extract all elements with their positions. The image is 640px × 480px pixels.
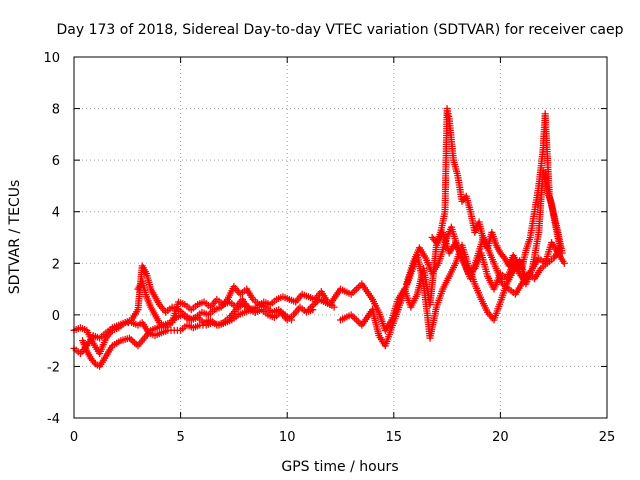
data-point [330,303,338,311]
y-tick-label: 10 [43,51,60,66]
y-tick-label: 6 [52,154,60,169]
data-points [70,105,568,370]
grid [74,57,607,418]
data-point [560,259,568,267]
y-tick-label: -4 [47,412,60,427]
data-point [287,316,295,324]
x-tick-label: 0 [70,430,78,445]
y-tick-label: 8 [52,103,60,118]
y-tick-label: 0 [52,309,60,324]
y-tick-label: 2 [52,257,60,272]
x-tick-label: 15 [386,430,403,445]
series-track-h [403,223,564,298]
tick-labels: 0 5 10 15 20 25 -4 -2 0 2 4 6 8 10 [43,51,615,445]
data-point [556,244,564,252]
y-tick-label: -2 [47,360,60,375]
series-track-c [79,282,295,370]
data-point [558,249,566,257]
x-tick-label: 25 [599,430,616,445]
y-tick-label: 4 [52,206,60,221]
chart-title: Day 173 of 2018, Sidereal Day-to-day VTE… [57,22,624,38]
data-point [251,308,259,316]
plot-frame [73,56,608,419]
series-track-g [428,105,566,272]
x-tick-label: 10 [279,430,296,445]
y-axis-title: SDTVAR / TECUs [7,180,23,295]
x-tick-label: 20 [492,430,509,445]
x-tick-label: 5 [176,430,184,445]
x-axis-title: GPS time / hours [281,459,398,475]
axis-ticks [73,56,608,419]
series-track-d [134,277,259,332]
